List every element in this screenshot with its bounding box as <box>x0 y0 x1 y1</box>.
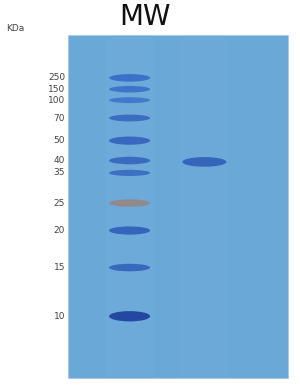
Bar <box>106 35 153 378</box>
Bar <box>179 35 230 378</box>
Ellipse shape <box>109 115 150 122</box>
Text: KDa: KDa <box>6 24 24 33</box>
Text: 25: 25 <box>54 199 65 208</box>
Ellipse shape <box>109 226 150 235</box>
Text: 35: 35 <box>53 169 65 178</box>
Ellipse shape <box>109 97 150 103</box>
Bar <box>68 35 288 378</box>
Ellipse shape <box>109 199 150 207</box>
Ellipse shape <box>109 86 150 92</box>
Ellipse shape <box>109 170 150 176</box>
Ellipse shape <box>109 74 150 82</box>
Text: 40: 40 <box>54 156 65 165</box>
Text: 100: 100 <box>48 96 65 105</box>
Text: 70: 70 <box>53 113 65 122</box>
Text: MW: MW <box>119 3 171 31</box>
Text: 250: 250 <box>48 74 65 83</box>
Ellipse shape <box>109 264 150 271</box>
Text: 150: 150 <box>48 85 65 94</box>
Text: 10: 10 <box>53 312 65 321</box>
Ellipse shape <box>109 311 150 321</box>
Text: 20: 20 <box>54 226 65 235</box>
Ellipse shape <box>109 136 150 145</box>
Text: 50: 50 <box>53 136 65 145</box>
Text: 15: 15 <box>53 263 65 272</box>
Ellipse shape <box>109 157 150 164</box>
Ellipse shape <box>182 157 226 167</box>
